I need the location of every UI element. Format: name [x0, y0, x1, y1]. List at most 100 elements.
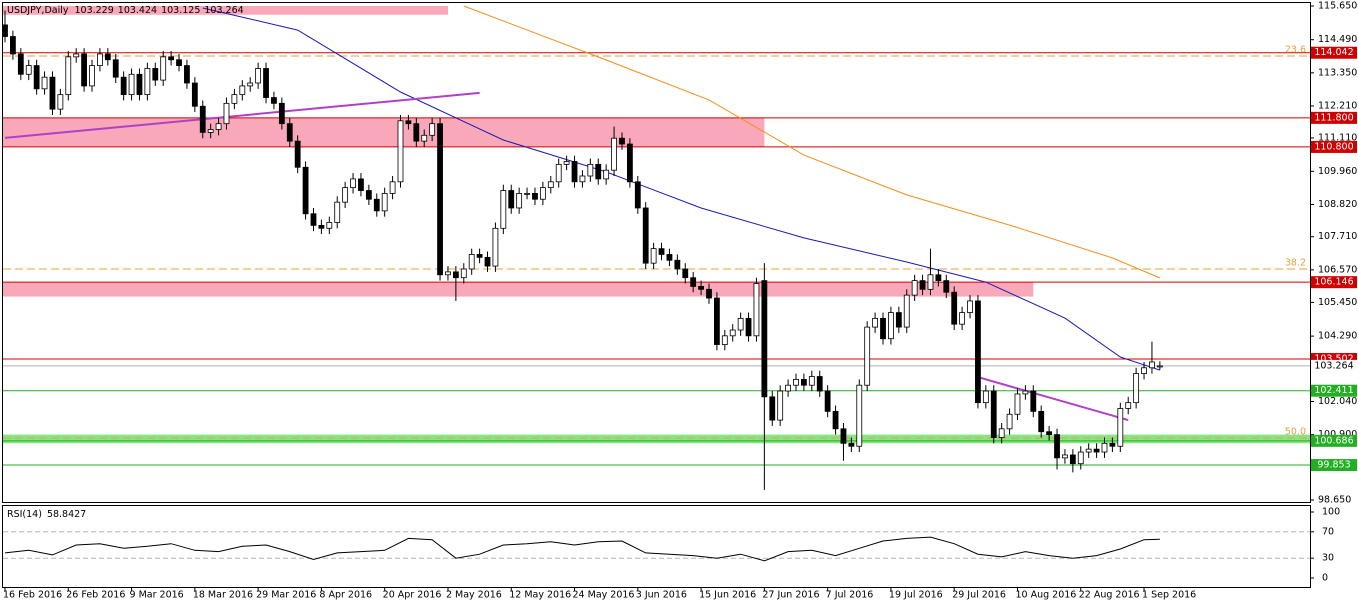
- candle-body: [927, 274, 934, 290]
- candle-body: [555, 163, 562, 183]
- candle-body: [990, 390, 997, 438]
- candle-body: [1006, 413, 1013, 430]
- x-tick-label: 8 Apr 2016: [319, 590, 372, 601]
- candle-body: [1022, 390, 1029, 395]
- candle-body: [650, 248, 657, 264]
- candle-body: [911, 280, 918, 296]
- candle-body: [1149, 361, 1155, 369]
- x-tick-label: 1 Sep 2016: [1142, 590, 1196, 601]
- candle-body: [737, 317, 744, 331]
- y-tick-label: 98.650: [1318, 495, 1351, 506]
- candle-body: [373, 198, 380, 212]
- candle-body: [476, 254, 483, 258]
- candle-body: [547, 181, 554, 189]
- candle-body: [888, 312, 894, 340]
- candle-body: [959, 312, 966, 325]
- candle-body: [658, 248, 665, 255]
- candle-body: [33, 65, 40, 90]
- current-price-box: [1311, 359, 1357, 372]
- candle-body: [81, 53, 87, 87]
- candle-body: [674, 259, 681, 270]
- level-label: 103.502: [1314, 354, 1353, 365]
- candle-body: [508, 190, 515, 209]
- level-box: [1311, 384, 1357, 397]
- level-label: 110.800: [1314, 141, 1353, 152]
- candle-body: [1038, 410, 1045, 433]
- x-tick-label: 29 Jul 2016: [952, 590, 1006, 601]
- zone: [3, 434, 1310, 444]
- candle-body: [611, 137, 617, 171]
- candle-body: [445, 271, 451, 276]
- candle-body: [1054, 434, 1060, 459]
- candle-body: [247, 82, 254, 87]
- candle-body: [832, 410, 839, 430]
- trendline: [4, 91, 480, 139]
- candle-body: [468, 254, 475, 270]
- x-tick-label: 12 May 2016: [509, 590, 571, 601]
- candle-body: [769, 396, 776, 421]
- candle-body: [943, 280, 950, 293]
- x-tick-label: 16 Feb 2016: [3, 590, 62, 601]
- candle-body: [777, 390, 784, 421]
- candle-body: [460, 268, 467, 279]
- candle-body: [895, 312, 902, 328]
- candle-body: [793, 379, 799, 386]
- fib-label: 23.6: [1285, 44, 1306, 55]
- y-tick-label: 114.490: [1318, 34, 1357, 45]
- candle-body: [413, 123, 420, 142]
- candle-body: [199, 105, 206, 133]
- candle-body: [89, 65, 95, 87]
- price-frame: [2, 2, 1311, 503]
- candle-body: [294, 140, 301, 168]
- header-close: 103.264: [204, 5, 243, 16]
- candle-body: [350, 178, 356, 189]
- y-tick-label: 109.960: [1318, 166, 1357, 177]
- current-price-label: 103.264: [1314, 360, 1353, 371]
- x-tick-label: 10 Aug 2016: [1015, 590, 1076, 601]
- candle-body: [429, 123, 436, 136]
- y-tick-label: 108.820: [1318, 199, 1357, 210]
- candle-body: [666, 254, 673, 261]
- candle-body: [864, 326, 871, 386]
- candle-body: [184, 65, 190, 84]
- x-tick-label: 24 May 2016: [573, 590, 635, 601]
- candle-body: [168, 56, 175, 61]
- x-tick-label: 9 Mar 2016: [130, 590, 184, 601]
- rsi-tick-label: 70: [1322, 526, 1334, 537]
- candle-body: [1141, 367, 1147, 374]
- candle-body: [286, 123, 293, 142]
- candle-body: [524, 193, 530, 195]
- candle-body: [1101, 442, 1108, 453]
- candle-body: [437, 123, 443, 276]
- zone: [3, 282, 1034, 297]
- rsi-line: [4, 536, 1160, 562]
- level-label: 102.411: [1314, 385, 1353, 396]
- y-tick-label: 113.350: [1318, 67, 1357, 78]
- level-box: [1311, 434, 1357, 447]
- candle-body: [516, 193, 523, 209]
- header-low: 103.125: [161, 5, 200, 16]
- symbol: USDJPY,Daily: [7, 5, 69, 16]
- fib-label: 38.2: [1285, 257, 1306, 268]
- x-tick-label: 18 Mar 2016: [193, 590, 253, 601]
- y-tick-label: 106.570: [1318, 264, 1357, 275]
- candle-body: [880, 317, 886, 340]
- candle-body: [1077, 451, 1084, 465]
- candle-body: [1093, 448, 1100, 453]
- candle-body: [215, 123, 222, 130]
- x-tick-label: 19 Jul 2016: [889, 590, 943, 601]
- moving-average: [463, 5, 1161, 279]
- candle-body: [1062, 454, 1068, 459]
- candle-body: [191, 82, 198, 107]
- candle-body: [318, 224, 325, 229]
- candle-body: [951, 291, 958, 325]
- candle-body: [721, 335, 728, 345]
- candle-body: [1014, 393, 1021, 415]
- rsi-frame: [2, 505, 1311, 588]
- rsi-label: RSI(14): [7, 509, 42, 520]
- candle-body: [207, 129, 214, 133]
- candle-body: [642, 207, 649, 264]
- header-open: 103.229: [74, 5, 113, 16]
- rsi-tick-label: 30: [1322, 553, 1334, 564]
